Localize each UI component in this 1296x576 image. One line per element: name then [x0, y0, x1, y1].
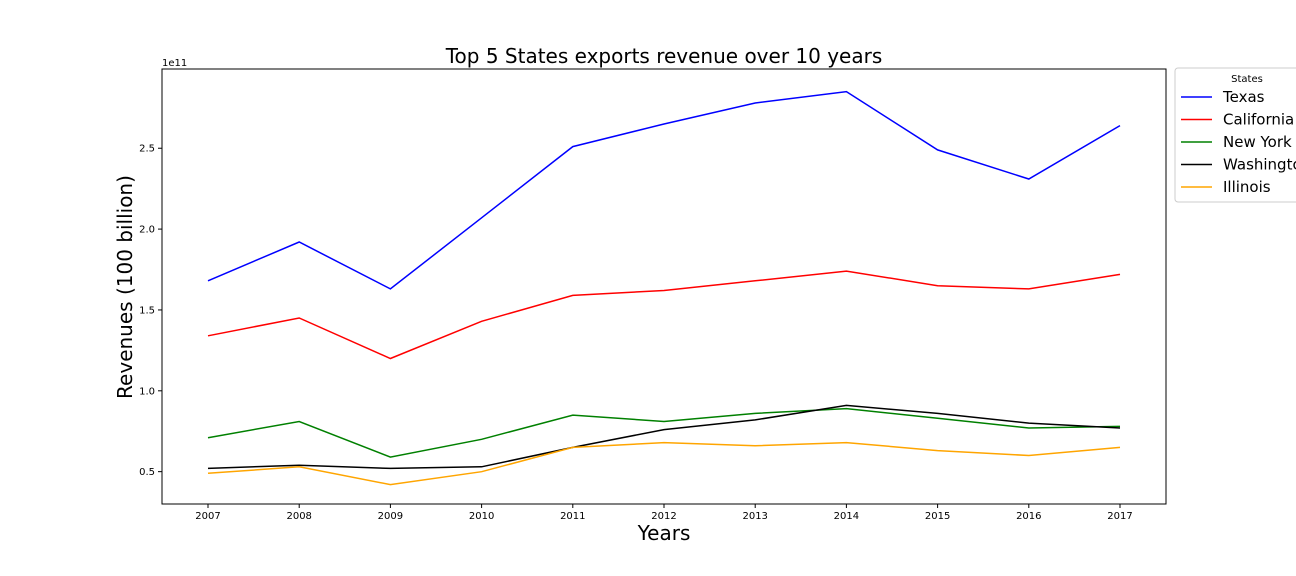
x-tick-label: 2017 — [1107, 511, 1132, 522]
x-tick-label: 2010 — [469, 511, 494, 522]
series-line-illinois — [207, 441, 1121, 486]
y-tick-label: 2.0 — [139, 225, 155, 236]
y-axis-label: Revenues (100 billion) — [113, 175, 137, 399]
legend-label-illinois: Illinois — [1223, 178, 1271, 196]
x-axis-label: Years — [637, 521, 691, 545]
y-offset-text: 1e11 — [162, 58, 187, 69]
legend-label-new-york: New York — [1223, 133, 1292, 151]
legend-title: States — [1231, 74, 1263, 85]
series-line-washington — [207, 404, 1121, 470]
y-tick-label: 2.5 — [139, 144, 155, 155]
x-tick-label: 2016 — [1016, 511, 1041, 522]
legend: States Texas California New York Washington… — [1174, 67, 1296, 203]
legend-label-texas: Texas — [1222, 88, 1265, 106]
x-tick-label: 2008 — [286, 511, 311, 522]
x-tick-label: 2015 — [925, 511, 950, 522]
legend-box — [1174, 67, 1296, 203]
y-tick-label: 1.0 — [139, 386, 155, 397]
x-tick-label: 2014 — [834, 511, 859, 522]
x-tick-label: 2007 — [195, 511, 220, 522]
x-tick-label: 2011 — [560, 511, 585, 522]
y-tick-label: 1.5 — [139, 305, 155, 316]
legend-label-california: California — [1223, 111, 1294, 129]
plot-area — [161, 68, 1167, 505]
chart-title: Top 5 States exports revenue over 10 yea… — [445, 44, 883, 68]
y-tick-label: 0.5 — [139, 467, 155, 478]
x-tick-label: 2012 — [651, 511, 676, 522]
series-line-new-york — [207, 407, 1121, 458]
legend-label-washington: Washington — [1223, 156, 1296, 174]
series-line-texas — [207, 90, 1121, 290]
x-tick-label: 2013 — [742, 511, 767, 522]
series-line-california — [207, 270, 1121, 360]
x-tick-label: 2009 — [378, 511, 403, 522]
